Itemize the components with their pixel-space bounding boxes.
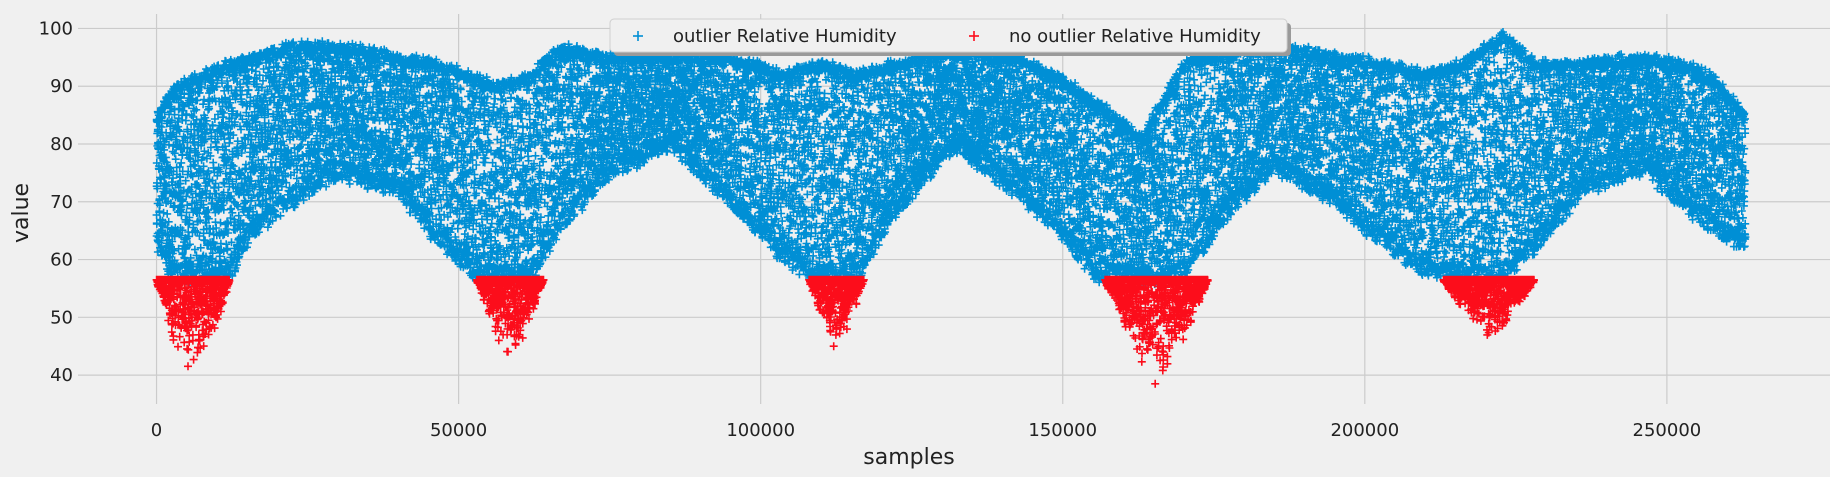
no-outlier-point-marks <box>152 275 1538 388</box>
x-tick-label: 50000 <box>430 420 487 441</box>
y-tick-label: 60 <box>50 250 73 271</box>
x-tick-label: 100000 <box>726 420 795 441</box>
legend: outlier Relative Humidity no outlier Rel… <box>609 18 1291 56</box>
y-axis-label: value <box>9 183 34 243</box>
y-tick-label: 50 <box>50 307 73 328</box>
x-tick-label: 200000 <box>1330 420 1399 441</box>
legend-label-no-outlier: no outlier Relative Humidity <box>1009 26 1261 47</box>
x-tick-label: 150000 <box>1028 420 1097 441</box>
tick-labels: 0 50000 100000 150000 200000 250000 40 50 60 70 80… <box>39 18 1702 441</box>
y-tick-label: 70 <box>50 192 73 213</box>
x-tick-label: 250000 <box>1633 420 1702 441</box>
y-tick-label: 100 <box>39 18 73 39</box>
series-no-outlier-points <box>152 275 1538 388</box>
y-tick-label: 40 <box>50 365 73 386</box>
x-tick-label: 0 <box>151 420 162 441</box>
y-tick-label: 80 <box>50 134 73 155</box>
x-axis-label: samples <box>863 445 954 470</box>
legend-marker-no-outlier <box>969 31 979 41</box>
legend-box <box>609 18 1288 53</box>
legend-marker-outlier <box>633 31 643 41</box>
y-tick-label: 90 <box>50 76 73 97</box>
legend-label-outlier: outlier Relative Humidity <box>673 26 897 47</box>
